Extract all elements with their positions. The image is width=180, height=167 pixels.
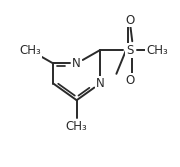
Text: CH₃: CH₃: [66, 120, 87, 133]
Text: O: O: [125, 14, 135, 27]
Text: CH₃: CH₃: [19, 44, 41, 57]
Text: N: N: [96, 77, 104, 90]
Text: N: N: [72, 57, 81, 70]
Text: S: S: [126, 44, 134, 57]
Text: CH₃: CH₃: [146, 44, 168, 57]
Text: O: O: [125, 74, 135, 87]
